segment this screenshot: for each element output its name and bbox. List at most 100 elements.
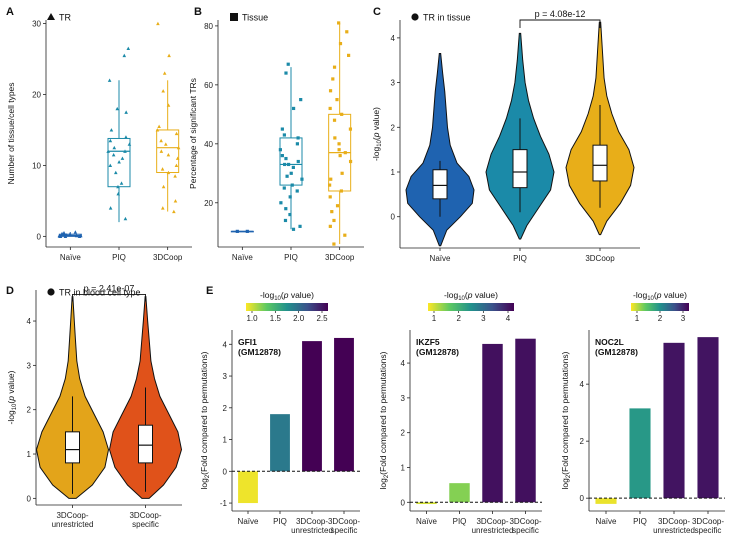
panel-b-point-PIQ bbox=[279, 201, 283, 205]
panel-e2-bar-1 bbox=[449, 483, 470, 503]
panel-a-point-3DCoop bbox=[175, 156, 180, 160]
panel-b-point-3DCoop bbox=[333, 136, 337, 140]
panel-b-y-tick-label: 20 bbox=[204, 199, 213, 208]
panel-e1-bar-1 bbox=[270, 414, 290, 472]
panel-a-point-Naïve bbox=[73, 230, 78, 234]
panel-e2-colorbar-tick-label: 1 bbox=[432, 314, 437, 323]
panel-b-point-3DCoop bbox=[328, 89, 333, 93]
panel-e2-x-tick-label: Naïve bbox=[416, 517, 437, 526]
panel-letter: B bbox=[194, 6, 202, 18]
panel-b-point-PIQ bbox=[291, 227, 296, 231]
panel-b-point-PIQ bbox=[286, 162, 291, 167]
panel-a-point-PIQ bbox=[116, 191, 121, 196]
panel-a-point-3DCoop bbox=[159, 149, 164, 153]
panel-b-y-label: Percentage of significant TRs bbox=[188, 78, 198, 189]
panel-c-y-label: -log10(p value) bbox=[371, 107, 383, 161]
panel-a-y-label: Number of tissue/cell types bbox=[6, 82, 16, 184]
panel-d-x-tick-label: unrestricted bbox=[52, 520, 94, 529]
panel-e3-colorbar bbox=[631, 303, 689, 311]
panel-e1-x-tick-label: Naïve bbox=[238, 517, 259, 526]
panel-b-point-3DCoop bbox=[332, 218, 336, 223]
panel-b-point-PIQ bbox=[286, 62, 290, 66]
panel-a-point-3DCoop bbox=[172, 209, 176, 214]
panel-e1-x-tick-label: unrestricted bbox=[291, 526, 333, 535]
panel-c-y-tick-label: 1 bbox=[391, 168, 396, 177]
panel-b-point-Naïve bbox=[245, 229, 249, 233]
panel-d-y-tick-label: 1 bbox=[27, 450, 32, 459]
panel-b-point-PIQ bbox=[284, 71, 288, 75]
panel-c-y-tick-label: 3 bbox=[391, 79, 396, 88]
panel-a-point-3DCoop bbox=[164, 142, 168, 146]
panel-a-point-Naïve bbox=[63, 234, 68, 238]
panel-a-point-3DCoop bbox=[156, 21, 160, 26]
panel-e3-x-tick-label: 3DCoop- bbox=[658, 517, 690, 526]
panel-b-point-PIQ bbox=[295, 142, 300, 146]
panel-b-point-3DCoop bbox=[328, 183, 332, 187]
panel-a-point-3DCoop bbox=[166, 103, 171, 107]
panel-a-point-PIQ bbox=[119, 181, 124, 185]
legend-a-label: TR bbox=[59, 13, 71, 23]
panel-a-point-3DCoop bbox=[157, 124, 161, 129]
panel-e1-y-tick-label: 1 bbox=[223, 436, 228, 445]
panel-e1-title: GFI1 bbox=[238, 337, 257, 347]
panel-a-point-PIQ bbox=[117, 160, 121, 164]
legend-a-symbol bbox=[47, 13, 55, 20]
panel-b-point-3DCoop bbox=[348, 159, 353, 164]
panel-d-x-tick-label: specific bbox=[132, 520, 159, 529]
panel-e2-legend-title: -log10(p value) bbox=[444, 290, 498, 302]
panel-e2-title: IKZF5 bbox=[416, 337, 440, 347]
panel-c-box-2-box bbox=[592, 144, 608, 182]
panel-a-point-PIQ bbox=[107, 78, 112, 82]
legend-d-symbol bbox=[47, 288, 55, 296]
panel-e2-x-tick-label: specific bbox=[512, 526, 539, 535]
panel-a-point-3DCoop bbox=[176, 145, 181, 150]
panel-a-point-3DCoop bbox=[155, 128, 160, 132]
panel-b-y-tick-label: 80 bbox=[204, 22, 213, 31]
panel-b-point-PIQ bbox=[284, 156, 288, 161]
panel-e1-y-tick-label: 4 bbox=[223, 340, 228, 349]
panel-b-point-PIQ bbox=[300, 177, 304, 181]
panel-b-point-PIQ bbox=[283, 218, 288, 223]
panel-a-point-3DCoop bbox=[174, 163, 179, 168]
panel-e1-bar-3 bbox=[334, 337, 354, 472]
panel-b-point-3DCoop bbox=[345, 30, 349, 34]
panel-b-point-3DCoop bbox=[335, 97, 339, 102]
panel-a-point-Naïve bbox=[58, 234, 63, 238]
panel-b-x-tick-label: 3DCoop bbox=[325, 253, 355, 262]
panel-c-p-annotation: p = 4.08e-12 bbox=[535, 9, 586, 19]
panel-letter: D bbox=[6, 285, 14, 297]
panel-a-point-PIQ bbox=[120, 156, 125, 160]
panel-d-y-tick-label: 3 bbox=[27, 361, 32, 370]
panel-a-y-tick-label: 10 bbox=[32, 161, 41, 170]
panel-a-point-3DCoop bbox=[162, 71, 167, 75]
panel-e2-colorbar bbox=[428, 303, 514, 311]
panel-d-y-tick-label: 4 bbox=[27, 317, 32, 326]
panel-a-point-Naïve bbox=[74, 233, 79, 238]
panel-d-box-1-box bbox=[138, 424, 153, 464]
panel-e1-x-tick-label: 3DCoop- bbox=[328, 517, 360, 526]
panel-a-point-PIQ bbox=[123, 216, 128, 221]
panel-letter: C bbox=[373, 6, 381, 18]
panel-d-x-tick-label: 3DCoop- bbox=[56, 511, 88, 520]
panel-e3-bar-0 bbox=[595, 498, 617, 504]
panel-e3-bar-1 bbox=[629, 408, 651, 499]
panel-e2-y-tick-label: 2 bbox=[401, 429, 406, 438]
panel-a-point-3DCoop bbox=[173, 174, 177, 178]
panel-e3-y-tick-label: 2 bbox=[580, 437, 585, 446]
panel-a-point-PIQ bbox=[124, 110, 128, 114]
panel-a-box-1-box bbox=[107, 137, 131, 188]
panel-a-point-Naïve bbox=[60, 231, 64, 236]
panel-a-point-PIQ bbox=[116, 184, 120, 189]
panel-a-y-tick-label: 0 bbox=[37, 232, 42, 241]
panel-c-x-tick-label: PIQ bbox=[513, 254, 527, 263]
panel-e3-y-tick-label: 4 bbox=[580, 380, 585, 389]
panel-c-box-0-box bbox=[432, 169, 448, 200]
panel-a-x-tick-label: 3DCoop bbox=[153, 253, 183, 262]
panel-a-point-3DCoop bbox=[161, 89, 165, 93]
panel-a-point-3DCoop bbox=[166, 170, 171, 175]
panel-e1-y-tick-label: 2 bbox=[223, 404, 228, 413]
panel-a-y-tick-label: 20 bbox=[32, 90, 41, 99]
panel-e2-y-tick-label: 3 bbox=[401, 394, 406, 403]
panel-e2-colorbar-tick-label: 2 bbox=[456, 314, 461, 323]
panel-b-point-3DCoop bbox=[332, 65, 337, 69]
